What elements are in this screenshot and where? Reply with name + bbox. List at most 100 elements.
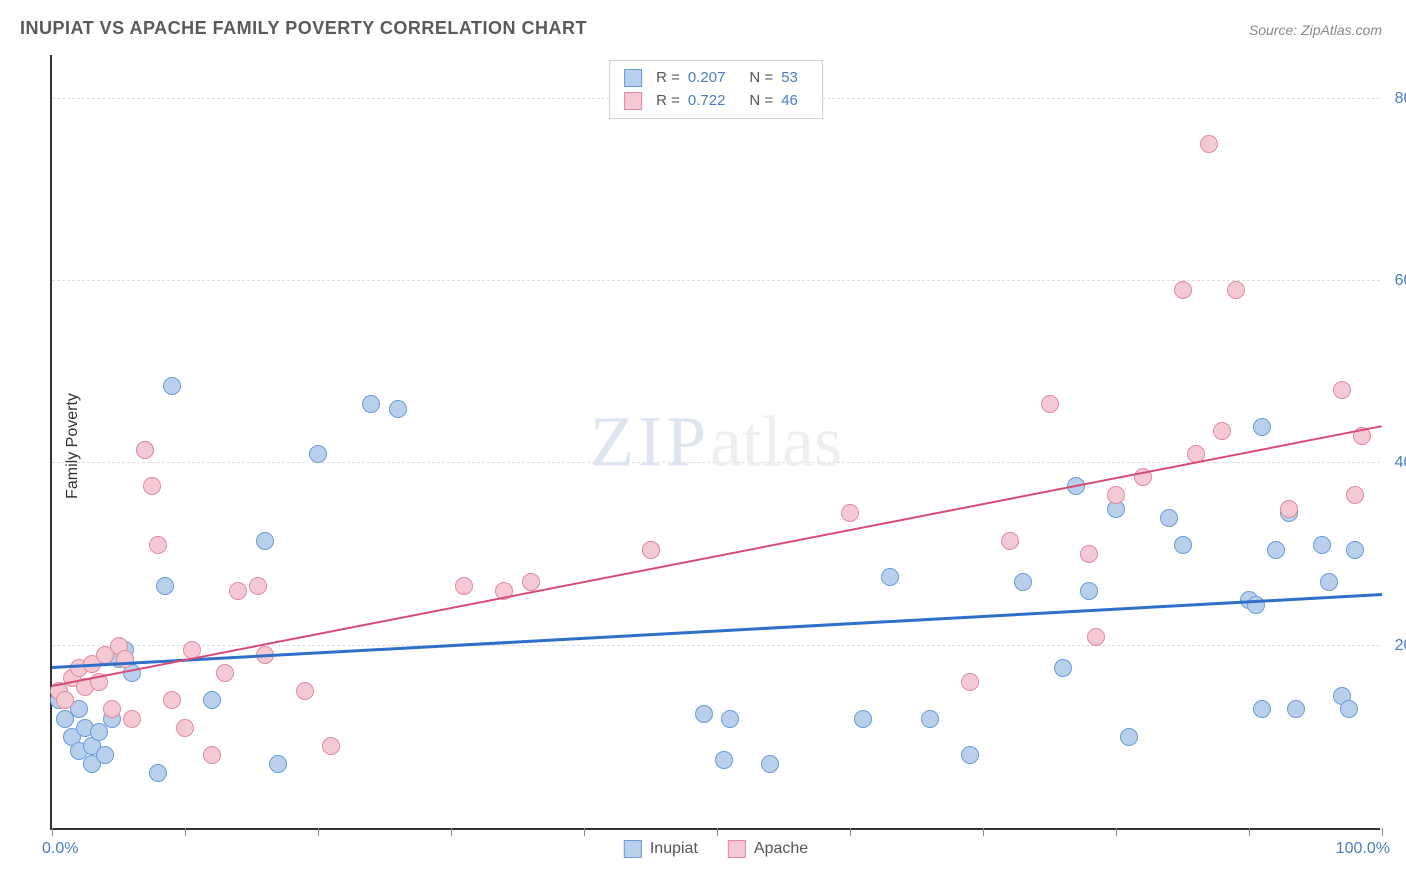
- data-point: [1160, 509, 1178, 527]
- data-point: [216, 664, 234, 682]
- data-point: [90, 723, 108, 741]
- data-point: [123, 710, 141, 728]
- data-point: [961, 673, 979, 691]
- data-point: [1227, 281, 1245, 299]
- x-axis-min-label: 0.0%: [42, 840, 78, 858]
- data-point: [1087, 628, 1105, 646]
- data-point: [389, 400, 407, 418]
- data-point: [249, 577, 267, 595]
- data-point: [1200, 135, 1218, 153]
- data-point: [1174, 536, 1192, 554]
- data-point: [921, 710, 939, 728]
- data-point: [103, 700, 121, 718]
- x-tick: [850, 828, 851, 836]
- data-point: [1287, 700, 1305, 718]
- data-point: [1247, 596, 1265, 614]
- series-legend: Inupiat Apache: [624, 840, 808, 858]
- data-point: [1333, 381, 1351, 399]
- source-label: Source: ZipAtlas.com: [1249, 22, 1382, 38]
- data-point: [1253, 418, 1271, 436]
- x-tick: [1382, 828, 1383, 836]
- data-point: [854, 710, 872, 728]
- data-point: [522, 573, 540, 591]
- data-point: [116, 650, 134, 668]
- data-point: [1107, 486, 1125, 504]
- correlation-legend: R = 0.207 N = 53 R = 0.722 N = 46: [609, 60, 823, 119]
- legend-row-inupiat: R = 0.207 N = 53: [624, 67, 808, 90]
- data-point: [156, 577, 174, 595]
- apache-swatch-icon: [728, 840, 746, 858]
- data-point: [1346, 486, 1364, 504]
- chart-title: INUPIAT VS APACHE FAMILY POVERTY CORRELA…: [20, 18, 587, 39]
- data-point: [203, 691, 221, 709]
- data-point: [136, 441, 154, 459]
- data-point: [642, 541, 660, 559]
- data-point: [1080, 582, 1098, 600]
- data-point: [881, 568, 899, 586]
- data-point: [163, 377, 181, 395]
- data-point: [296, 682, 314, 700]
- x-tick: [52, 828, 53, 836]
- x-tick: [185, 828, 186, 836]
- data-point: [269, 755, 287, 773]
- data-point: [309, 445, 327, 463]
- x-tick: [1249, 828, 1250, 836]
- gridline: [52, 462, 1380, 463]
- data-point: [1313, 536, 1331, 554]
- x-tick: [1116, 828, 1117, 836]
- data-point: [163, 691, 181, 709]
- data-point: [176, 719, 194, 737]
- data-point: [56, 691, 74, 709]
- data-point: [1080, 545, 1098, 563]
- data-point: [322, 737, 340, 755]
- data-point: [1054, 659, 1072, 677]
- inupiat-swatch-icon: [624, 840, 642, 858]
- data-point: [1340, 700, 1358, 718]
- data-point: [455, 577, 473, 595]
- data-point: [961, 746, 979, 764]
- data-point: [1174, 281, 1192, 299]
- data-point: [715, 751, 733, 769]
- data-point: [149, 764, 167, 782]
- data-point: [149, 536, 167, 554]
- legend-item-apache: Apache: [728, 840, 808, 858]
- data-point: [1280, 500, 1298, 518]
- legend-row-apache: R = 0.722 N = 46: [624, 90, 808, 113]
- data-point: [203, 746, 221, 764]
- data-point: [229, 582, 247, 600]
- y-tick-label: 60.0%: [1395, 272, 1406, 290]
- data-point: [1267, 541, 1285, 559]
- data-point: [1320, 573, 1338, 591]
- data-point: [695, 705, 713, 723]
- data-point: [1041, 395, 1059, 413]
- data-point: [721, 710, 739, 728]
- x-tick: [318, 828, 319, 836]
- trend-line: [52, 593, 1382, 668]
- data-point: [256, 532, 274, 550]
- x-tick: [451, 828, 452, 836]
- data-point: [1346, 541, 1364, 559]
- y-tick-label: 80.0%: [1395, 90, 1406, 108]
- data-point: [761, 755, 779, 773]
- legend-item-inupiat: Inupiat: [624, 840, 698, 858]
- inupiat-swatch: [624, 69, 642, 87]
- data-point: [1014, 573, 1032, 591]
- data-point: [1213, 422, 1231, 440]
- x-tick: [983, 828, 984, 836]
- data-point: [1001, 532, 1019, 550]
- data-point: [143, 477, 161, 495]
- x-tick: [717, 828, 718, 836]
- x-axis-max-label: 100.0%: [1336, 840, 1390, 858]
- watermark: ZIPatlas: [590, 400, 842, 483]
- plot-area: ZIPatlas R = 0.207 N = 53 R = 0.722 N = …: [50, 55, 1380, 830]
- apache-swatch: [624, 92, 642, 110]
- trend-line: [52, 425, 1382, 687]
- y-tick-label: 40.0%: [1395, 454, 1406, 472]
- data-point: [841, 504, 859, 522]
- data-point: [362, 395, 380, 413]
- x-tick: [584, 828, 585, 836]
- data-point: [1253, 700, 1271, 718]
- data-point: [96, 746, 114, 764]
- data-point: [1120, 728, 1138, 746]
- chart-container: INUPIAT VS APACHE FAMILY POVERTY CORRELA…: [0, 0, 1406, 892]
